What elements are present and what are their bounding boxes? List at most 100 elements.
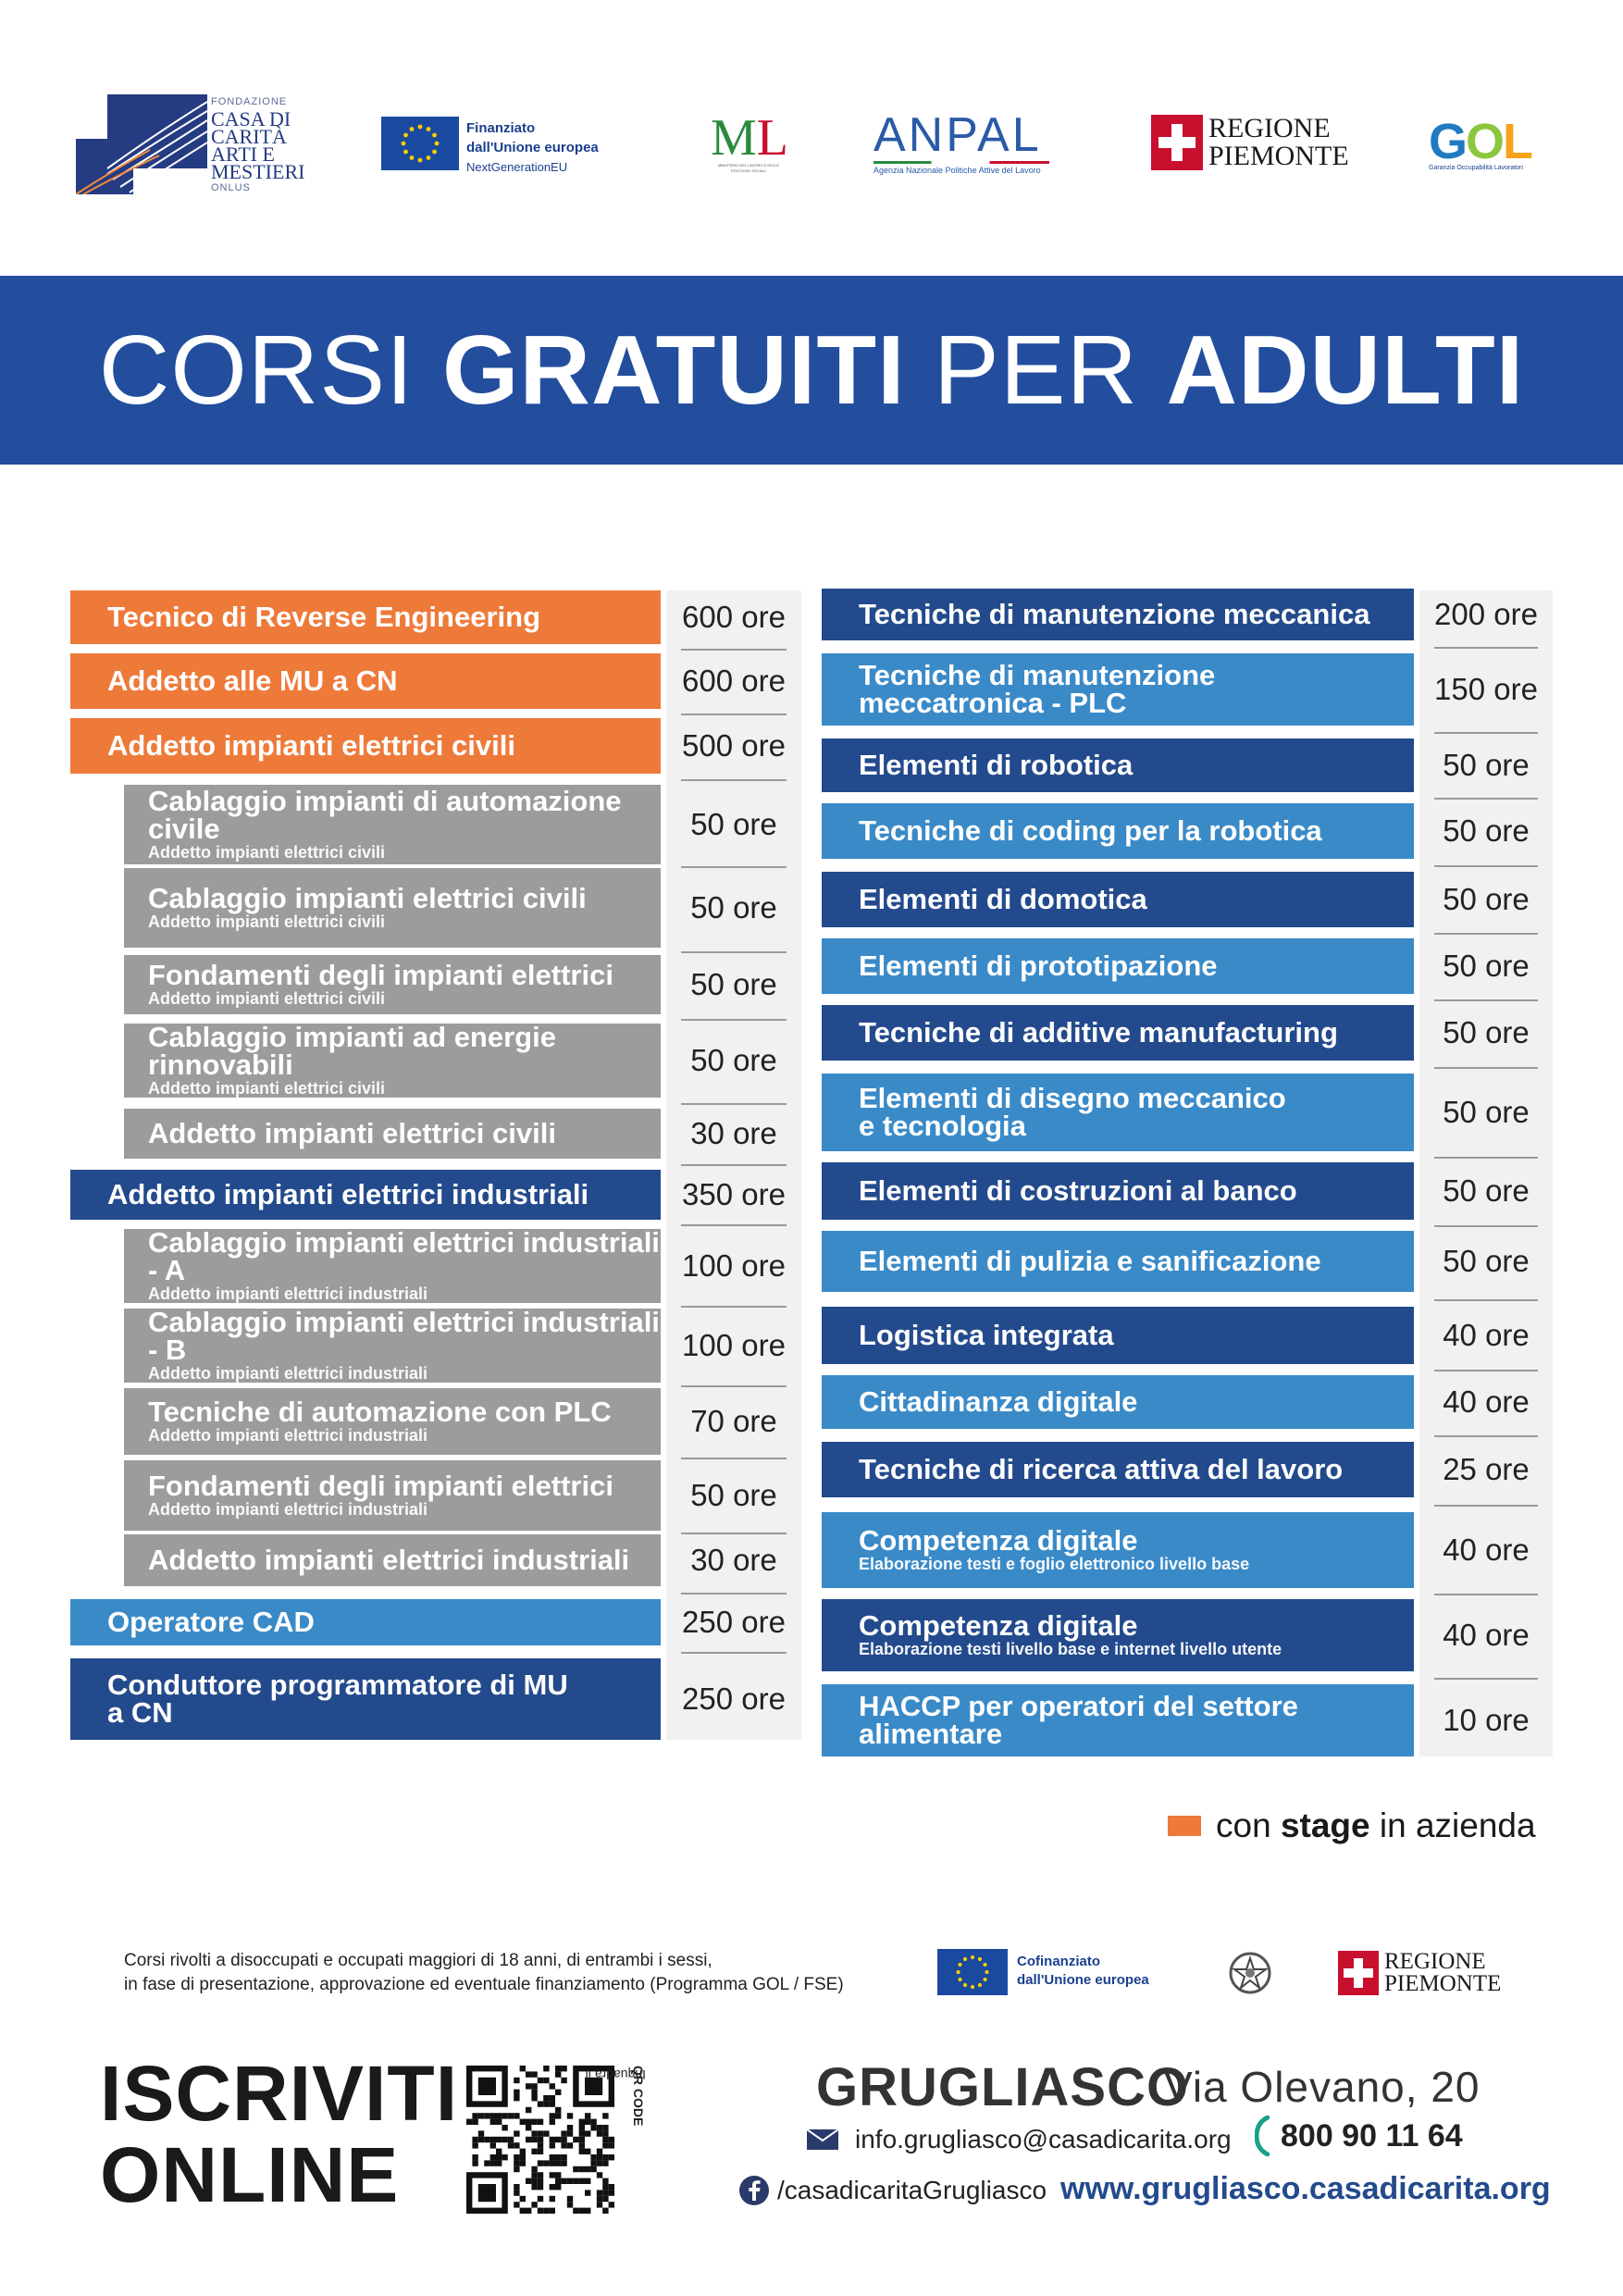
course-row: Fondamenti degli impianti elettrici Addet…: [70, 955, 801, 1021]
course-bar: Addetto impianti elettrici civili: [70, 718, 661, 774]
qr-code-icon[interactable]: [466, 2066, 614, 2214]
iscriviti-online-cta: ISCRIVITI ONLINE: [100, 2053, 458, 2215]
course-hours: 100 ore: [682, 1328, 786, 1362]
course-hours: 50 ore: [1443, 1095, 1530, 1129]
rp-footer-line-regione: REGIONE: [1384, 1949, 1486, 1974]
rp-footer-line-piemonte: PIEMONTE: [1384, 1971, 1502, 1996]
hours-divider: [1434, 999, 1538, 1001]
course-title: Addetto impianti elettrici civili: [148, 1117, 556, 1149]
title-part-adulti: ADULTI: [1166, 316, 1525, 425]
course-hours: 30 ore: [690, 1116, 777, 1150]
hours-divider: [1434, 1157, 1538, 1159]
title-part-per: PER: [905, 316, 1167, 425]
course-title: Cittadinanza digitale: [859, 1385, 1138, 1418]
course-row: Cablaggio impianti ad energie rinnovabil…: [70, 1021, 801, 1105]
hours-divider: [681, 1458, 787, 1459]
cofinanziato-ue-logo: Cofinanziato dall'Unione europea: [937, 1949, 1196, 1997]
disclaimer-line-1: Corsi rivolti a disoccupati e occupati m…: [124, 1951, 712, 1970]
cdc-line-casa: CASA DI: [211, 107, 291, 130]
course-title: Cablaggio impianti elettrici industriali…: [148, 1306, 660, 1366]
ministero-lavoro-logo: ML MINISTERO DEL LAVORO E DELLE POLITICH…: [711, 112, 788, 174]
course-bar: Cablaggio impianti elettrici industriali…: [124, 1306, 661, 1383]
course-bar: Elementi di costruzioni al banco: [822, 1162, 1414, 1220]
facebook-handle[interactable]: /casadicaritaGrugliasco: [777, 2176, 1047, 2204]
disclaimer-line-2: in fase di presentazione, approvazione e…: [124, 1975, 844, 1994]
hours-divider: [681, 649, 787, 651]
course-hours: 50 ore: [690, 967, 777, 1001]
phone-contact[interactable]: 800 90 11 64: [1255, 2116, 1463, 2156]
website-link[interactable]: www.grugliasco.casadicarita.org: [1060, 2171, 1551, 2206]
title-part-gratuiti: GRATUITI: [441, 316, 906, 425]
phone-number[interactable]: 800 90 11 64: [1281, 2117, 1463, 2153]
facebook-icon: [739, 2176, 769, 2205]
course-row: Elementi di prototipazione 50 ore: [822, 938, 1553, 1001]
hours-divider: [1434, 1594, 1538, 1595]
course-bar: Conduttore programmatore di MU a CN: [70, 1658, 661, 1740]
hours-divider: [681, 1533, 787, 1534]
course-hours: 25 ore: [1443, 1452, 1530, 1486]
course-bar: Elementi di pulizia e sanificazione: [822, 1231, 1414, 1292]
course-subtitle: Addetto impianti elettrici civili: [148, 1079, 386, 1098]
course-hours: 50 ore: [1443, 1015, 1530, 1049]
course-row: Tecniche di manutenzione meccatronica - …: [822, 653, 1553, 734]
course-title: HACCP per operatori del settore alimenta…: [859, 1690, 1298, 1750]
course-bar: Tecniche di automazione con PLC Addetto i…: [124, 1388, 661, 1455]
hours-divider: [681, 1652, 787, 1654]
course-title: Cablaggio impianti ad energie rinnovabil…: [148, 1021, 556, 1081]
hours-divider: [681, 779, 787, 781]
ml-subtitle: MINISTERO DEL LAVORO E DELLE POLITICHE S…: [717, 163, 780, 173]
course-row: Tecniche di manutenzione meccanica 200 or…: [822, 589, 1553, 649]
course-hours: 50 ore: [1443, 748, 1530, 782]
course-hours: 250 ore: [682, 1605, 786, 1639]
course-bar: Addetto alle MU a CN: [70, 653, 661, 709]
course-bar: Elementi di prototipazione: [822, 938, 1414, 994]
course-title: Competenza digitale: [859, 1609, 1138, 1642]
title-part-corsi: CORSI: [98, 316, 442, 425]
course-bar: Operatore CAD: [70, 1599, 661, 1645]
course-title: Addetto impianti elettrici industriali: [107, 1178, 589, 1210]
email-text[interactable]: info.grugliasco@casadicarita.org: [855, 2125, 1232, 2153]
course-hours: 50 ore: [1443, 882, 1530, 916]
course-row: Addetto impianti elettrici civili 30 ore: [70, 1109, 801, 1166]
course-hours: 50 ore: [690, 890, 777, 925]
course-bar: Elementi di disegno meccanico e tecnolog…: [822, 1074, 1414, 1151]
legend-text-post: in azienda: [1379, 1806, 1536, 1844]
hours-divider: [681, 1019, 787, 1021]
cofin-line-2: dall'Unione europea: [1017, 1972, 1149, 1988]
hours-divider: [1434, 1299, 1538, 1301]
course-subtitle: Addetto impianti elettrici industriali: [148, 1426, 428, 1445]
course-title: Elementi di domotica: [859, 883, 1147, 915]
ml-letter-m: M: [711, 109, 757, 167]
cta-line-1: ISCRIVITI: [100, 2050, 459, 2137]
course-row: Addetto impianti elettrici civili 500 ore: [70, 718, 801, 781]
casa-di-carita-mark-icon: [76, 94, 207, 194]
hours-divider: [1434, 1678, 1538, 1680]
gol-letter-o: O: [1466, 114, 1505, 169]
anpal-word: ANPAL: [873, 108, 1042, 162]
email-contact[interactable]: info.grugliasco@casadicarita.org: [807, 2125, 1232, 2154]
course-hours: 40 ore: [1443, 1318, 1530, 1352]
course-row: Cittadinanza digitale 40 ore: [822, 1375, 1553, 1437]
course-subtitle: Addetto impianti elettrici industriali: [148, 1364, 428, 1383]
course-row: Elementi di disegno meccanico e tecnolog…: [822, 1074, 1553, 1159]
italian-republic-emblem-icon: [1229, 1952, 1271, 1994]
course-row: Tecnico di Reverse Engineering 600 ore: [70, 590, 801, 651]
hours-divider: [681, 714, 787, 715]
course-title: Cablaggio impianti elettrici industriali…: [148, 1226, 660, 1286]
course-hours: 600 ore: [682, 664, 786, 698]
course-bar: Tecnico di Reverse Engineering: [70, 590, 661, 644]
course-subtitle: Addetto impianti elettrici civili: [148, 843, 386, 862]
course-title: Cablaggio impianti di automazione civile: [148, 785, 622, 845]
eu-flag-icon: [381, 117, 459, 170]
course-title: Tecniche di manutenzione meccatronica - …: [859, 659, 1216, 719]
gol-subtitle: Garanzia Occupabilità Lavoratori: [1429, 165, 1523, 171]
course-hours: 10 ore: [1443, 1703, 1530, 1737]
course-title: Elementi di costruzioni al banco: [859, 1174, 1297, 1207]
course-row: HACCP per operatori del settore alimenta…: [822, 1684, 1553, 1756]
course-row: Cablaggio impianti elettrici industriali…: [70, 1306, 801, 1387]
course-title: Elementi di robotica: [859, 749, 1134, 781]
facebook-contact[interactable]: /casadicaritaGrugliasco: [738, 2175, 1047, 2206]
legend-text-bold: stage: [1280, 1806, 1370, 1844]
course-title: Tecniche di automazione con PLC: [148, 1396, 612, 1428]
course-bar: Addetto impianti elettrici industriali: [70, 1170, 661, 1220]
